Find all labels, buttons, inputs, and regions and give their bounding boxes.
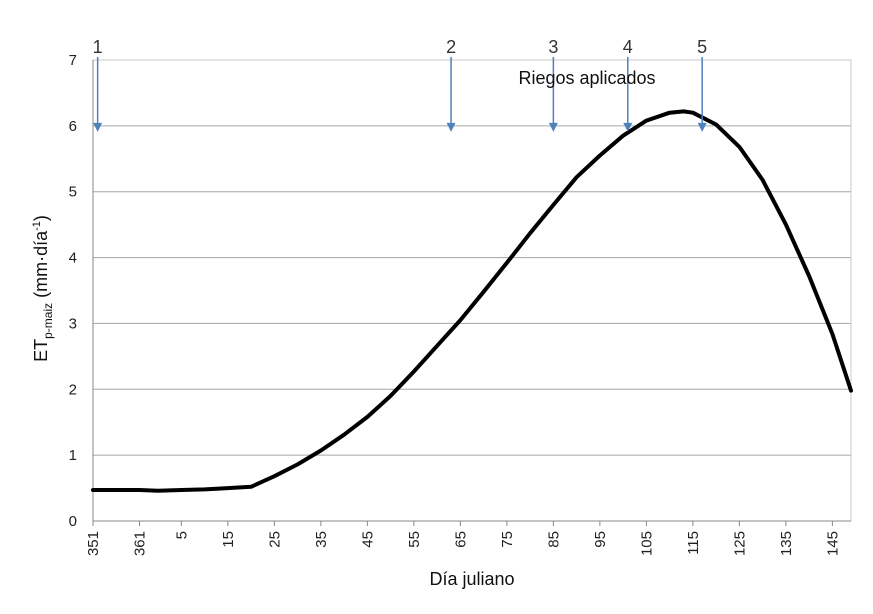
x-tick-label: 125 bbox=[731, 531, 748, 556]
y-axis-title: ETp-maiz (mm·día-1) bbox=[31, 215, 55, 362]
irrigation-number: 3 bbox=[548, 37, 558, 57]
irrigation-arrow-head bbox=[93, 122, 103, 132]
x-tick-label: 361 bbox=[132, 531, 149, 556]
curve-layer bbox=[91, 109, 853, 493]
axis-layer bbox=[92, 59, 852, 526]
arrow-layer bbox=[93, 57, 707, 132]
y-tick-label: 0 bbox=[69, 513, 77, 530]
y-tick-label: 3 bbox=[69, 315, 77, 332]
irrigation-arrow-head bbox=[548, 122, 558, 132]
x-tick-label: 5 bbox=[173, 531, 190, 539]
irrigation-arrow-head bbox=[446, 122, 456, 132]
y-tick-label: 6 bbox=[69, 118, 77, 135]
x-tick-label: 351 bbox=[85, 531, 102, 556]
y-tick-label: 1 bbox=[69, 447, 77, 464]
x-tick-label: 95 bbox=[592, 531, 609, 548]
irrigation-arrow-head bbox=[697, 122, 707, 132]
x-tick-label: 25 bbox=[266, 531, 283, 548]
x-tick-label: 55 bbox=[406, 531, 423, 548]
irrigation-number: 5 bbox=[697, 37, 707, 57]
annotation-label: Riegos aplicados bbox=[518, 68, 655, 88]
x-tick-label: 45 bbox=[359, 531, 376, 548]
y-tick-label: 7 bbox=[69, 52, 77, 69]
x-tick-label: 65 bbox=[452, 531, 469, 548]
plot-frame bbox=[92, 59, 852, 522]
x-tick-label: 15 bbox=[220, 531, 237, 548]
series-line bbox=[91, 109, 853, 493]
x-tick-label: 105 bbox=[638, 531, 655, 556]
irrigation-number: 2 bbox=[446, 37, 456, 57]
irrigation-arrow-head bbox=[623, 122, 633, 132]
x-tick-label: 115 bbox=[685, 531, 702, 555]
grid-layer bbox=[93, 59, 851, 456]
x-tick-label: 135 bbox=[778, 531, 795, 556]
x-tick-label: 145 bbox=[824, 531, 841, 556]
x-tick-label: 75 bbox=[499, 531, 516, 548]
irrigation-number: 4 bbox=[623, 37, 633, 57]
y-tick-label: 2 bbox=[69, 381, 77, 398]
y-tick-label: 4 bbox=[69, 250, 77, 267]
x-tick-label: 85 bbox=[545, 531, 562, 548]
x-axis-title: Día juliano bbox=[429, 569, 514, 589]
x-tick-label: 35 bbox=[313, 531, 330, 548]
irrigation-number: 1 bbox=[93, 37, 103, 57]
y-tick-label: 5 bbox=[69, 184, 77, 201]
